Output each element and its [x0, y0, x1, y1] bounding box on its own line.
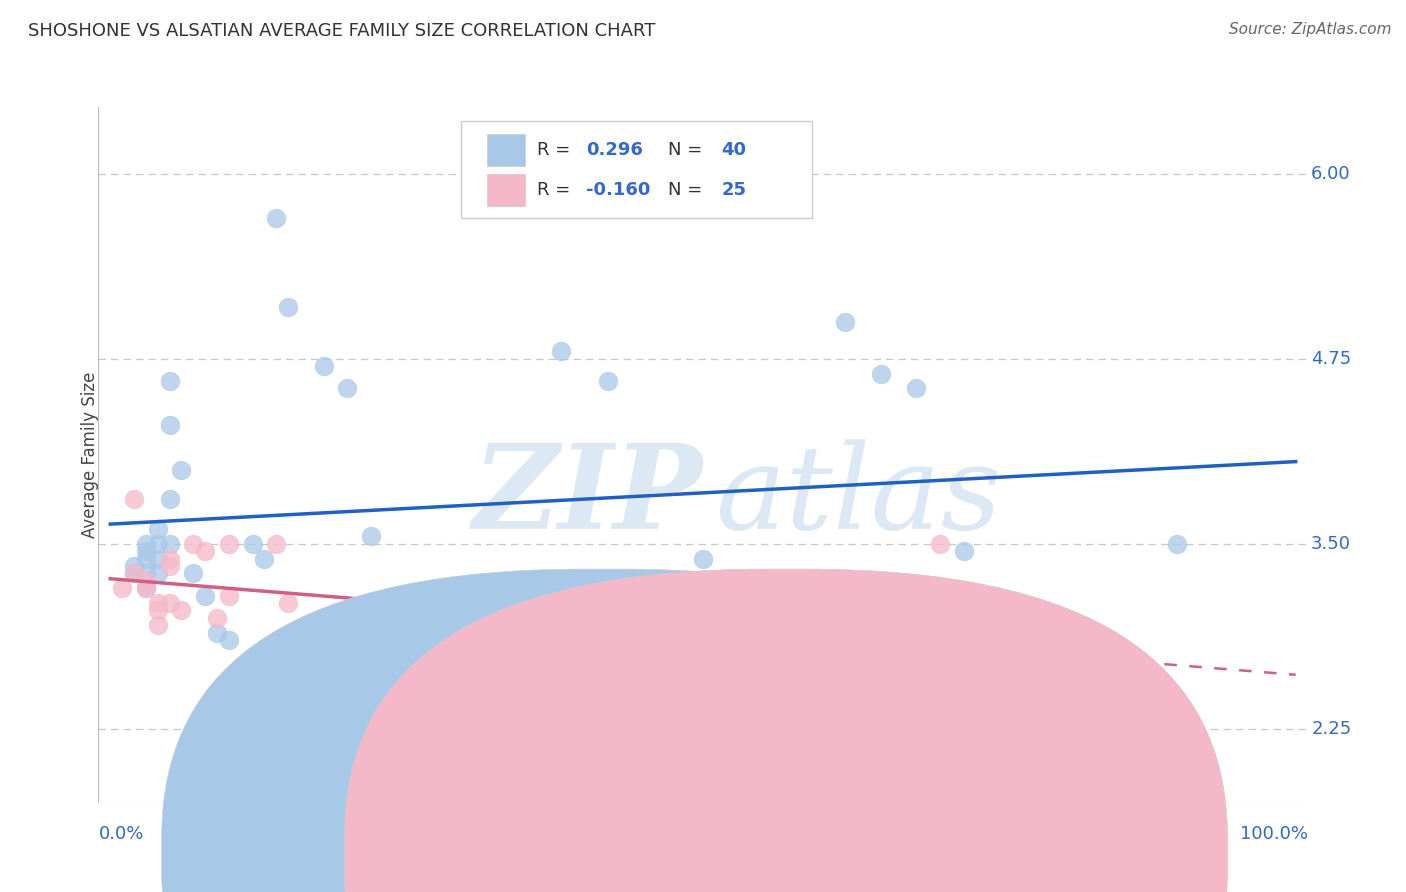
Point — [159, 596, 181, 610]
Point — [135, 544, 157, 558]
Point — [159, 558, 181, 573]
Point — [146, 566, 169, 581]
Point — [135, 566, 157, 581]
Text: -0.160: -0.160 — [586, 181, 650, 200]
Text: 0.296: 0.296 — [586, 141, 643, 159]
Point — [751, 632, 773, 647]
Point — [218, 537, 240, 551]
Y-axis label: Average Family Size: Average Family Size — [82, 372, 98, 538]
Point — [135, 574, 157, 588]
Point — [135, 551, 157, 566]
Point — [312, 611, 335, 625]
Text: 0.0%: 0.0% — [98, 825, 143, 843]
Point — [692, 551, 714, 566]
Point — [929, 537, 952, 551]
Point — [1166, 537, 1188, 551]
Text: 25: 25 — [721, 181, 747, 200]
Point — [550, 344, 572, 359]
Point — [869, 367, 891, 381]
Point — [111, 581, 134, 595]
Text: 3.50: 3.50 — [1312, 534, 1351, 553]
Point — [159, 418, 181, 433]
Point — [159, 492, 181, 507]
Point — [159, 537, 181, 551]
Point — [159, 374, 181, 388]
Point — [336, 381, 359, 395]
Point — [360, 529, 382, 543]
Point — [537, 611, 560, 625]
Text: 4.75: 4.75 — [1312, 350, 1351, 368]
Point — [135, 581, 157, 595]
Point — [170, 463, 193, 477]
Point — [194, 544, 217, 558]
Text: R =: R = — [537, 181, 576, 200]
FancyBboxPatch shape — [486, 175, 526, 206]
Text: ZIP: ZIP — [472, 439, 703, 554]
Point — [205, 625, 228, 640]
FancyBboxPatch shape — [486, 134, 526, 166]
Point — [432, 611, 454, 625]
Point — [122, 558, 145, 573]
Point — [218, 589, 240, 603]
Point — [146, 603, 169, 617]
Point — [277, 300, 299, 314]
Text: Alsatians: Alsatians — [815, 845, 897, 863]
Point — [277, 596, 299, 610]
Point — [135, 537, 157, 551]
Text: 2.25: 2.25 — [1312, 720, 1351, 738]
Point — [312, 359, 335, 373]
Point — [478, 677, 501, 691]
Text: atlas: atlas — [716, 439, 1001, 554]
Point — [205, 611, 228, 625]
Point — [218, 632, 240, 647]
Text: Shoshone: Shoshone — [633, 845, 721, 863]
Text: 40: 40 — [721, 141, 747, 159]
Point — [264, 537, 287, 551]
Point — [834, 315, 856, 329]
Point — [905, 381, 928, 395]
FancyBboxPatch shape — [461, 121, 811, 219]
Point — [170, 603, 193, 617]
Point — [454, 655, 477, 669]
Text: 100.0%: 100.0% — [1240, 825, 1308, 843]
Text: 6.00: 6.00 — [1312, 165, 1351, 183]
Point — [598, 374, 620, 388]
Point — [146, 618, 169, 632]
Point — [515, 589, 537, 603]
Point — [834, 729, 856, 743]
Point — [181, 566, 204, 581]
Point — [242, 537, 264, 551]
Text: Source: ZipAtlas.com: Source: ZipAtlas.com — [1229, 22, 1392, 37]
Point — [194, 589, 217, 603]
Point — [122, 566, 145, 581]
Point — [146, 522, 169, 536]
Text: R =: R = — [537, 141, 576, 159]
Point — [146, 537, 169, 551]
Point — [181, 537, 204, 551]
Point — [122, 566, 145, 581]
Point — [264, 211, 287, 225]
Point — [253, 551, 276, 566]
Point — [952, 544, 974, 558]
Point — [122, 492, 145, 507]
Point — [146, 596, 169, 610]
Point — [146, 551, 169, 566]
Text: N =: N = — [668, 181, 709, 200]
Point — [159, 551, 181, 566]
Point — [135, 581, 157, 595]
Text: SHOSHONE VS ALSATIAN AVERAGE FAMILY SIZE CORRELATION CHART: SHOSHONE VS ALSATIAN AVERAGE FAMILY SIZE… — [28, 22, 655, 40]
Text: N =: N = — [668, 141, 709, 159]
Point — [751, 581, 773, 595]
Point — [810, 611, 832, 625]
